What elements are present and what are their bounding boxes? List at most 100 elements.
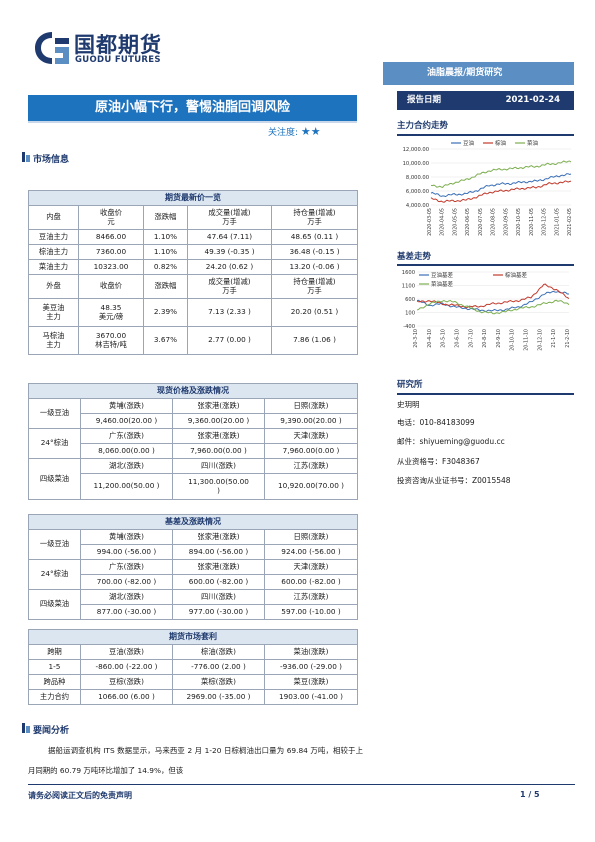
legend-label: 棕油 (495, 139, 507, 147)
table-header-row: 内盘 收盘价元涨跌幅 成交量(增减) 万手 持仓量(增减) 万手 (28, 205, 359, 230)
row-label: 跨期 (28, 644, 81, 660)
row-label: 美豆油 主力 (28, 298, 79, 327)
x-tick-label: 21-1-10 (551, 329, 557, 348)
y-tick-label: 4,000.00 (406, 203, 429, 209)
analyst-name: 史玥明 (397, 400, 420, 409)
title-divider (28, 121, 357, 123)
brand-name-cn: 国都期货 (74, 33, 162, 57)
x-tick-label: 20-7-10 (468, 329, 474, 348)
y-tick-label: 100 (405, 311, 415, 317)
table-cell: 20.20 (0.51 ) (270, 298, 359, 327)
basis-heading: 基差走势 (397, 252, 432, 262)
table-cell: 2.77 (0.00 ) (187, 326, 272, 355)
table-cell: 2969.00 (-35.00 ) (172, 689, 265, 705)
table-header-row: 外盘 收盘价 涨跌幅 成交量(增减) 万手 持仓量(增减) 万手 (28, 274, 359, 299)
table-cell: 700.00 (-82.00 ) (80, 574, 173, 590)
row-label: 24°棕油 (28, 428, 81, 459)
location-cell: 豆油(涨跌) (80, 644, 173, 660)
futures-trend-chart: 12,000.00 10,000.00 8,000.00 6,000.00 4,000.… (403, 139, 573, 236)
analysis-heading: 要闻分析 (33, 726, 70, 736)
y-tick-label: 600 (405, 297, 415, 303)
y-tick-label: 6,000.00 (406, 189, 429, 195)
x-tick-label: 20-8-10 (482, 329, 488, 348)
x-tick-label: 2020-11-05 (529, 208, 535, 236)
disclaimer-note: 请务必阅读正文后的免责声明 (28, 791, 132, 800)
table-row: 美豆油 主力 48.35 美元/磅 2.39% 7.13 (2.33 ) 20.20 (0.… (28, 298, 359, 327)
arbitrage-table: 期货市场套利 跨期 豆油(涨跌) 棕油(涨跌) 菜油(涨跌) 1-5 -860.00 (-2… (28, 629, 358, 705)
table-cell: 49.39 (-0.35 ) (187, 244, 272, 260)
table-cell: 1.10% (143, 244, 188, 260)
category-banner: 油脂晨报/期货研究 (383, 62, 574, 85)
location-cell: 张家港(涨跌) (172, 529, 265, 545)
table-cell: 24.20 (0.62 ) (187, 259, 272, 275)
column-header: 涨跌幅 (143, 274, 188, 299)
location-cell: 天津(涨跌) (264, 559, 358, 575)
trend-heading: 主力合约走势 (397, 121, 449, 131)
table-cell: 1066.00 (6.00 ) (80, 689, 173, 705)
analyst-email[interactable]: 邮件：shiyueming@guodu.cc (397, 437, 505, 446)
table-title-row: 期货最新价一览 (27, 190, 359, 206)
table-cell: 10,920.00(70.00 ) (264, 473, 358, 500)
legend-label: 豆油 (463, 139, 475, 147)
x-tick-label: 2021-01-05 (554, 208, 560, 236)
x-tick-label: 20-5-10 (441, 329, 447, 348)
table-cell: 13.20 (-0.06 ) (270, 259, 359, 275)
table-cell: 3.67% (143, 326, 188, 355)
table-row: 菜油主力 10323.00 0.82% 24.20 (0.62 ) 13.20 (-0.… (28, 259, 359, 275)
column-header: 收盘价 (78, 274, 144, 299)
location-row: 一级豆油 黄埔(涨跌) 张家港(涨跌) 日照(涨跌) (28, 529, 358, 560)
table-title: 期货最新价一览 (27, 190, 359, 206)
table-cell: 11,300.00(50.00) (172, 473, 265, 500)
x-tick-label: 2020-03-05 (427, 208, 433, 236)
column-header: 持仓量(增减) 万手 (270, 205, 359, 230)
y-tick-label: 8,000.00 (406, 175, 429, 181)
x-tick-label: 2020-06-05 (465, 208, 471, 236)
x-tick-label: 2020-04-05 (440, 208, 446, 236)
analyst-phone: 电话：010-84183099 (397, 418, 475, 427)
column-header: 外盘 (28, 274, 79, 299)
location-cell: 四川(涨跌) (172, 458, 265, 474)
table-row: 11,200.00(50.00 ) 11,300.00(50.00) 10,920.… (29, 473, 358, 500)
analysis-text: 据船运调查机构 ITS 数据显示，马来西亚 2 月 1-20 日棕榈油出口量为 … (28, 746, 363, 775)
table-title: 期货市场套利 (28, 629, 358, 645)
table-title-row: 期货市场套利 (28, 629, 358, 645)
table-cell: 11,200.00(50.00 ) (80, 473, 173, 500)
column-header: 收盘价元 (78, 205, 144, 230)
table-cell: -776.00 (2.00 ) (172, 659, 265, 675)
row-label: 主力合约 (28, 689, 81, 705)
row-label: 菜油主力 (28, 259, 79, 275)
series-line (430, 180, 572, 203)
market-info-heading: 市场信息 (33, 155, 70, 165)
table-cell: 9,460.00(20.00 ) (80, 413, 173, 429)
x-tick-label: 2020-05-05 (452, 208, 458, 236)
location-cell: 日照(涨跌) (264, 529, 358, 545)
y-tick-label: 12,000.00 (403, 147, 429, 153)
location-row: 一级豆油 黄埔(涨跌) 张家港(涨跌) 日照(涨跌) (28, 398, 358, 429)
y-tick-label: -400 (403, 324, 415, 330)
column-header: 涨跌幅 (143, 205, 188, 230)
location-cell: 张家港(涨跌) (172, 428, 265, 444)
table-cell: 48.65 (0.11 ) (270, 229, 359, 245)
report-date-label: 报告日期 (407, 95, 442, 105)
x-tick-label: 20-4-10 (427, 329, 433, 348)
page-number: 1 / 5 (520, 790, 540, 799)
row-label: 棕油主力 (28, 244, 79, 260)
y-tick-label: 1600 (402, 270, 415, 276)
series-line (416, 290, 569, 312)
table-cell: 0.82% (143, 259, 188, 275)
table-cell: 597.00 (-10.00 ) (264, 604, 358, 620)
table-row: 700.00 (-82.00 ) 600.00 (-82.00 ) 600.00 (… (29, 574, 358, 590)
table-row: 棕油主力 7360.00 1.10% 49.39 (-0.35 ) 36.48 (-0.… (28, 244, 359, 260)
table-cell: 894.00 (-56.00 ) (172, 544, 265, 560)
location-row: 四级菜油 湖北(涨跌) 四川(涨跌) 江苏(涨跌) (28, 458, 358, 500)
attention-stars: ★★ (300, 125, 321, 138)
location-cell: 张家港(涨跌) (172, 559, 265, 575)
table-row: 豆油主力 8466.00 1.10% 47.64 (7.11) 48.65 (0.11 … (28, 229, 359, 245)
table-cell: 8466.00 (78, 229, 144, 245)
row-label: 四级菜油 (28, 589, 81, 620)
legend-label: 豆油基差 (431, 271, 454, 279)
table-cell: 600.00 (-82.00 ) (172, 574, 265, 590)
section-bullet-icon (22, 152, 30, 162)
table-cell: 994.00 (-56.00 ) (80, 544, 173, 560)
table-cell: 7.86 (1.06 ) (270, 326, 359, 355)
